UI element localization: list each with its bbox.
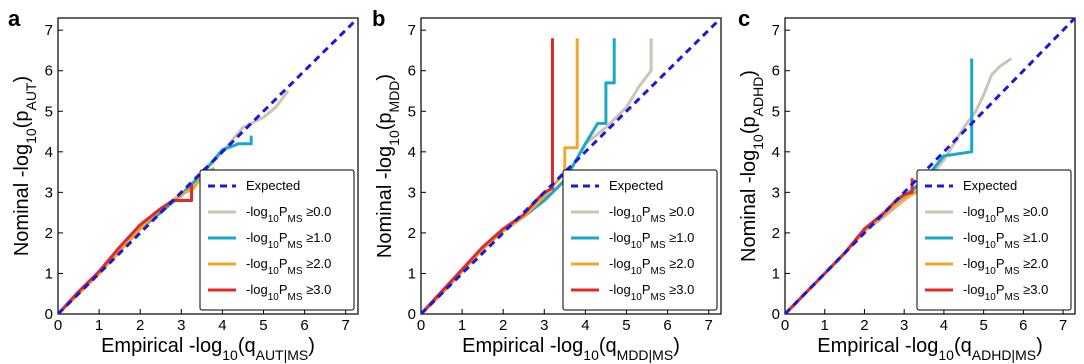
x-tick-label: 4 <box>218 317 226 334</box>
panel-letter: a <box>8 6 21 31</box>
expected-line <box>421 18 721 314</box>
y-axis-label: Nominal -log10(pADHD) <box>738 70 766 262</box>
legend-label-0.0: -log10PMS ≥0.0 <box>963 204 1048 225</box>
x-tick-label: 2 <box>136 317 144 334</box>
panel-letter: b <box>372 6 385 31</box>
legend-label-3.0: -log10PMS ≥3.0 <box>963 282 1048 303</box>
y-tick-label: 2 <box>772 225 780 242</box>
y-axis-label: Nominal -log10(pMDD) <box>374 74 402 258</box>
x-tick-label: 0 <box>417 317 425 334</box>
legend-label-2.0: -log10PMS ≥2.0 <box>963 256 1048 277</box>
axes-frame <box>420 17 722 315</box>
y-tick-label: 3 <box>45 184 53 201</box>
legend: Expected -log10PMS ≥0.0 -log10PMS ≥1.0 -log… <box>916 169 1072 311</box>
x-tick-label: 7 <box>341 317 349 334</box>
x-tick-label: 5 <box>622 317 630 334</box>
x-tick-label: 4 <box>581 317 589 334</box>
panel-a: 0 1 2 3 4 5 6 7 0 1 2 3 4 5 6 7 a Nominal -log10(pAUT) Emp… <box>8 6 359 363</box>
legend-box <box>916 169 1072 311</box>
legend-label-0.0: -log10PMS ≥0.0 <box>246 204 331 225</box>
legend: Expected -log10PMS ≥0.0 -log10PMS ≥1.0 -log… <box>199 169 355 311</box>
x-tick-label: 6 <box>663 317 671 334</box>
expected-line <box>785 18 1075 314</box>
legend-label-expected: Expected <box>609 178 663 193</box>
x-tick-label: 2 <box>499 317 507 334</box>
x-tick-label: 0 <box>781 317 789 334</box>
y-tick-label: 0 <box>772 306 780 323</box>
legend-label-2.0: -log10PMS ≥2.0 <box>246 256 331 277</box>
legend-label-expected: Expected <box>963 178 1017 193</box>
y-tick-label: 2 <box>45 225 53 242</box>
y-tick-label: 2 <box>408 225 416 242</box>
x-tick-label: 1 <box>458 317 466 334</box>
y-tick-label: 6 <box>772 63 780 80</box>
y-tick-label: 3 <box>408 184 416 201</box>
y-tick-label: 7 <box>45 22 53 39</box>
y-tick-label: 0 <box>45 306 53 323</box>
plot-area <box>58 18 358 314</box>
x-axis-label: Empirical -log10(qAUT|MS) <box>101 335 315 363</box>
x-tick-label: 3 <box>177 317 185 334</box>
x-tick-label: 1 <box>95 317 103 334</box>
y-tick-label: 7 <box>408 22 416 39</box>
legend-label-1.0: -log10PMS ≥1.0 <box>609 230 694 251</box>
y-tick-label: 5 <box>45 103 53 120</box>
panel-b: 0 1 2 3 4 5 6 7 0 1 2 3 4 5 6 7 b Nominal -log10(pMDD) Emp… <box>372 6 722 363</box>
legend-box <box>199 169 355 311</box>
series-line-3.0 <box>421 38 554 314</box>
x-tick-label: 7 <box>1059 317 1067 334</box>
expected-line <box>58 18 358 314</box>
x-tick-label: 4 <box>940 317 948 334</box>
y-tick-label: 4 <box>772 144 780 161</box>
series-line-2.0 <box>785 180 938 314</box>
y-tick-label: 3 <box>772 184 780 201</box>
x-axis-label: Empirical -log10(qADHD|MS) <box>817 335 1043 363</box>
legend-label-3.0: -log10PMS ≥3.0 <box>246 282 331 303</box>
panel-c: 0 1 2 3 4 5 6 7 0 1 2 3 4 5 6 7 c Nominal -log10(pADHD) Em… <box>738 6 1076 363</box>
legend-label-1.0: -log10PMS ≥1.0 <box>963 230 1048 251</box>
y-tick-label: 7 <box>772 22 780 39</box>
y-tick-label: 0 <box>408 306 416 323</box>
legend-label-1.0: -log10PMS ≥1.0 <box>246 230 331 251</box>
y-axis-label: Nominal -log10(pAUT) <box>11 76 39 256</box>
y-tick-label: 4 <box>408 144 416 161</box>
y-tick-label: 1 <box>772 265 780 282</box>
axes-frame <box>784 17 1076 315</box>
y-tick-label: 6 <box>408 63 416 80</box>
legend: Expected -log10PMS ≥0.0 -log10PMS ≥1.0 -log… <box>562 169 718 311</box>
x-tick-label: 3 <box>540 317 548 334</box>
x-tick-label: 5 <box>979 317 987 334</box>
y-tick-label: 1 <box>45 265 53 282</box>
y-tick-label: 6 <box>45 63 53 80</box>
x-tick-label: 2 <box>860 317 868 334</box>
axes-frame <box>57 17 359 315</box>
x-tick-label: 0 <box>54 317 62 334</box>
legend-label-2.0: -log10PMS ≥2.0 <box>609 256 694 277</box>
x-tick-label: 1 <box>821 317 829 334</box>
x-tick-label: 6 <box>300 317 308 334</box>
y-tick-label: 4 <box>45 144 53 161</box>
legend-label-3.0: -log10PMS ≥3.0 <box>609 282 694 303</box>
legend-label-expected: Expected <box>246 178 300 193</box>
legend-box <box>562 169 718 311</box>
x-tick-label: 6 <box>1019 317 1027 334</box>
legend-label-0.0: -log10PMS ≥0.0 <box>609 204 694 225</box>
y-tick-label: 1 <box>408 265 416 282</box>
y-tick-label: 5 <box>408 103 416 120</box>
x-tick-label: 3 <box>900 317 908 334</box>
x-axis-label: Empirical -log10(qMDD|MS) <box>462 335 680 363</box>
plot-area <box>421 18 721 314</box>
x-tick-label: 5 <box>259 317 267 334</box>
y-tick-label: 5 <box>772 103 780 120</box>
panel-letter: c <box>738 6 750 31</box>
x-tick-label: 7 <box>704 317 712 334</box>
